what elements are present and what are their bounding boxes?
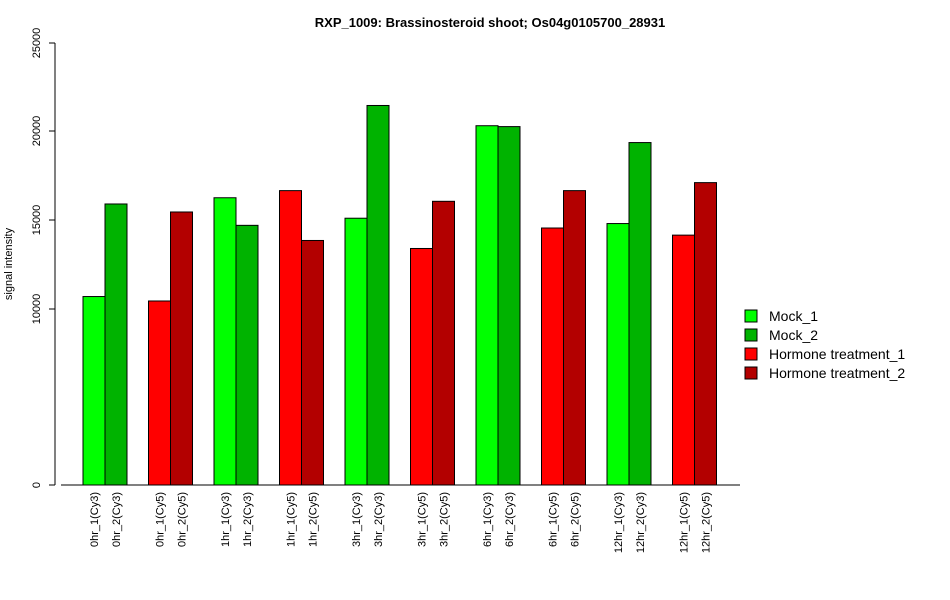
x-tick-label: 0hr_1(Cy3) — [89, 492, 101, 547]
x-tick-label: 6hr_2(Cy5) — [570, 492, 582, 547]
legend-label: Hormone treatment_2 — [769, 365, 905, 381]
y-tick-label: 25000 — [31, 28, 43, 59]
bar — [410, 247, 433, 486]
x-tick-label: 0hr_2(Cy5) — [177, 492, 189, 547]
bar — [344, 217, 368, 486]
y-tick-label: 10000 — [31, 294, 43, 325]
chart-title: RXP_1009: Brassinosteroid shoot; Os04g01… — [315, 15, 665, 30]
x-tick-labels: 0hr_1(Cy3) 0hr_2(Cy3) 0hr_1(Cy5) 0hr_2(Cy5)… — [89, 492, 713, 553]
bar — [563, 190, 586, 486]
x-tick-label: 1hr_1(Cy3) — [220, 492, 232, 547]
y-axis: 0 10000 15000 20000 25000 — [31, 28, 56, 488]
bar — [148, 300, 171, 486]
bar — [497, 126, 521, 486]
bar — [694, 182, 717, 486]
bar — [432, 200, 455, 486]
bar — [235, 224, 259, 486]
x-tick-label: 0hr_1(Cy5) — [155, 492, 167, 547]
legend-label: Mock_1 — [769, 308, 818, 324]
bar — [213, 197, 237, 486]
bar — [301, 239, 324, 486]
bar — [104, 203, 128, 486]
bar — [606, 223, 630, 486]
x-tick-label: 0hr_2(Cy3) — [111, 492, 123, 547]
x-tick-label: 3hr_2(Cy5) — [439, 492, 451, 547]
y-tick-label: 20000 — [31, 116, 43, 147]
y-axis-label: signal intensity — [3, 227, 15, 300]
x-tick-label: 12hr_1(Cy5) — [679, 492, 691, 553]
bar — [279, 190, 302, 486]
y-tick-label: 0 — [31, 482, 43, 488]
x-tick-label: 1hr_2(Cy3) — [242, 492, 254, 547]
x-tick-label: 3hr_1(Cy5) — [417, 492, 429, 547]
bar — [475, 125, 499, 486]
legend-label: Mock_2 — [769, 327, 818, 343]
x-tick-label: 12hr_1(Cy3) — [613, 492, 625, 553]
legend-swatch — [744, 366, 758, 380]
x-tick-label: 3hr_1(Cy3) — [351, 492, 363, 547]
x-tick-label: 6hr_1(Cy3) — [482, 492, 494, 547]
legend-swatch — [744, 309, 758, 323]
bar — [541, 227, 564, 486]
legend-swatch — [744, 328, 758, 342]
x-tick-label: 12hr_2(Cy3) — [635, 492, 647, 553]
x-tick-label: 6hr_1(Cy5) — [548, 492, 560, 547]
bars — [82, 104, 717, 486]
legend-swatch — [744, 347, 758, 361]
x-tick-label: 3hr_2(Cy3) — [373, 492, 385, 547]
legend-label: Hormone treatment_1 — [769, 346, 905, 362]
bar — [170, 211, 193, 486]
bar — [672, 234, 695, 486]
bar — [82, 296, 106, 486]
x-tick-label: 1hr_2(Cy5) — [308, 492, 320, 547]
x-tick-label: 1hr_1(Cy5) — [286, 492, 298, 547]
x-tick-label: 12hr_2(Cy5) — [701, 492, 713, 553]
bar — [366, 104, 390, 486]
y-tick-label: 15000 — [31, 205, 43, 236]
x-tick-label: 6hr_2(Cy3) — [504, 492, 516, 547]
bar — [628, 142, 652, 486]
legend: Mock_1 Mock_2 Hormone treatment_1 Hormone t… — [744, 308, 905, 381]
